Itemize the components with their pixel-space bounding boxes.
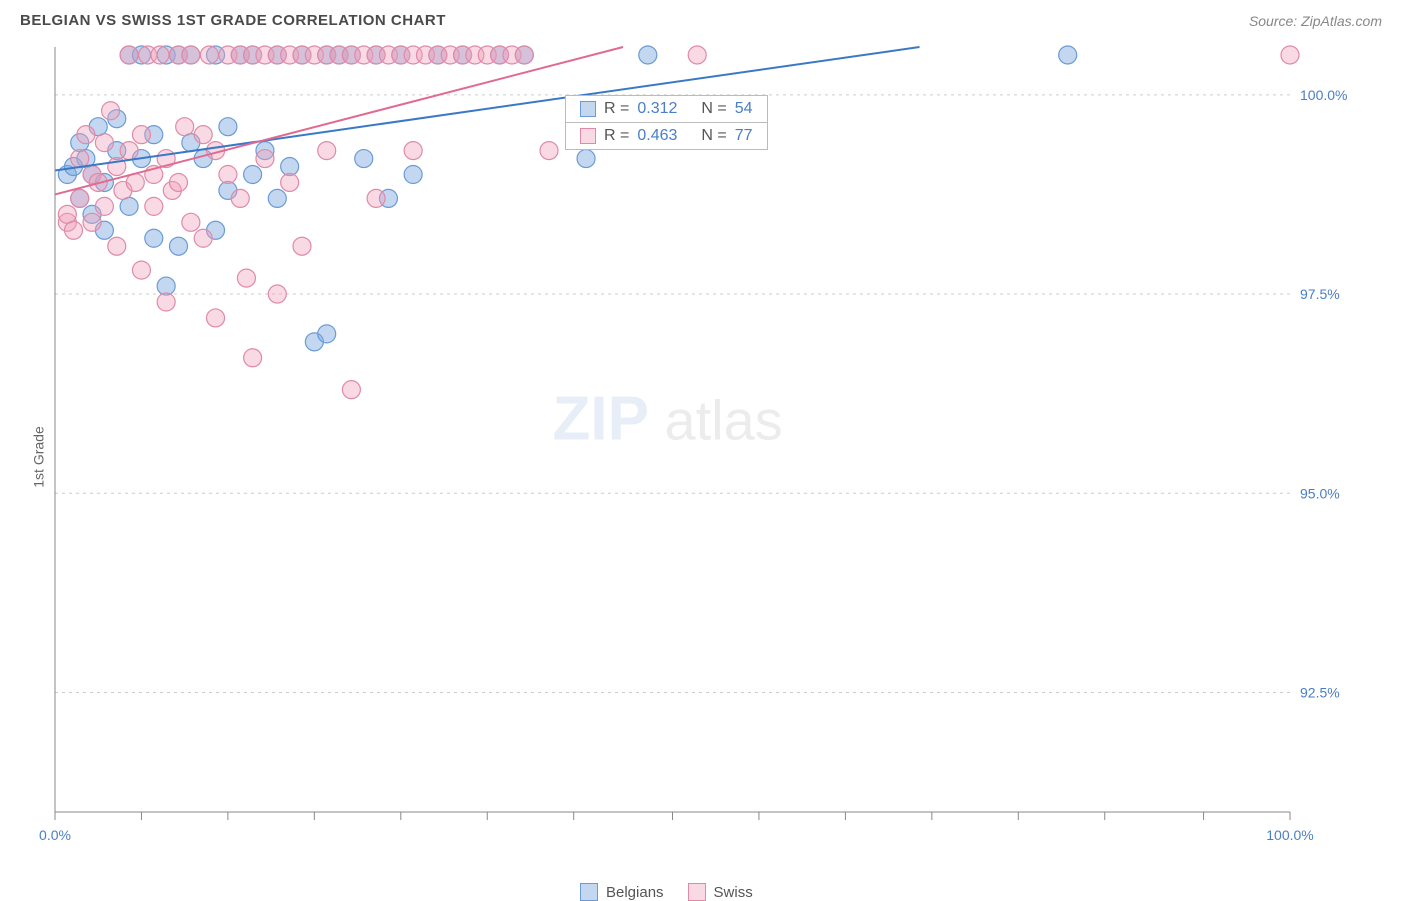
data-point: [176, 118, 194, 136]
data-point: [342, 381, 360, 399]
chart-title: BELGIAN VS SWISS 1ST GRADE CORRELATION C…: [20, 12, 446, 29]
data-point: [281, 173, 299, 191]
svg-text:0.0%: 0.0%: [39, 827, 71, 843]
stats-row: R = 0.463 N = 77: [566, 122, 767, 149]
stat-n-value: 77: [735, 127, 753, 145]
data-point: [65, 221, 83, 239]
series-swatch: [580, 128, 596, 144]
chart-source: Source: ZipAtlas.com: [1249, 13, 1382, 29]
data-point: [244, 166, 262, 184]
data-point: [83, 213, 101, 231]
scatter-chart: 92.5% 95.0% 97.5% 100.0% ZIP atlas 0.0% 100.0%: [0, 37, 1370, 847]
data-point: [207, 309, 225, 327]
svg-text:97.5%: 97.5%: [1300, 286, 1340, 302]
data-point: [540, 142, 558, 160]
data-point: [1281, 46, 1299, 64]
svg-text:95.0%: 95.0%: [1300, 485, 1340, 501]
chart-area: 1st Grade 92.5% 95.0% 97.5% 100.0% ZIP atlas 0…: [0, 37, 1406, 877]
data-point: [145, 229, 163, 247]
data-point: [268, 189, 286, 207]
stat-n-label: N =: [701, 100, 726, 118]
data-point: [120, 142, 138, 160]
data-point: [170, 173, 188, 191]
correlation-stats-box: R = 0.312 N = 54 R = 0.463 N = 77: [565, 95, 768, 150]
stat-r-label: R =: [604, 127, 629, 145]
chart-header: BELGIAN VS SWISS 1ST GRADE CORRELATION C…: [0, 0, 1406, 37]
data-point: [237, 269, 255, 287]
trend-line: [55, 47, 623, 194]
data-point: [404, 142, 422, 160]
stat-r-label: R =: [604, 100, 629, 118]
svg-text:atlas: atlas: [665, 389, 783, 452]
data-point: [132, 126, 150, 144]
data-point: [318, 142, 336, 160]
data-point: [1059, 46, 1077, 64]
data-point: [231, 189, 249, 207]
data-point: [293, 237, 311, 255]
data-point: [281, 158, 299, 176]
legend-label: Swiss: [714, 884, 753, 901]
data-point: [194, 229, 212, 247]
data-point: [577, 150, 595, 168]
data-point: [200, 46, 218, 64]
data-point: [157, 277, 175, 295]
y-axis-label: 1st Grade: [31, 426, 47, 487]
data-point: [219, 166, 237, 184]
svg-text:100.0%: 100.0%: [1300, 87, 1347, 103]
data-point: [157, 293, 175, 311]
data-point: [77, 126, 95, 144]
stat-n-value: 54: [735, 100, 753, 118]
data-point: [71, 189, 89, 207]
data-point: [182, 46, 200, 64]
data-point: [639, 46, 657, 64]
data-point: [58, 205, 76, 223]
data-point: [95, 197, 113, 215]
trend-line: [55, 47, 920, 171]
data-point: [120, 197, 138, 215]
data-point: [194, 126, 212, 144]
data-point: [102, 102, 120, 120]
data-point: [182, 213, 200, 231]
chart-legend: Belgians Swiss: [580, 883, 753, 901]
legend-swatch: [580, 883, 598, 901]
svg-text:100.0%: 100.0%: [1266, 827, 1313, 843]
data-point: [108, 237, 126, 255]
stat-n-label: N =: [701, 127, 726, 145]
legend-swatch: [688, 883, 706, 901]
data-point: [404, 166, 422, 184]
data-point: [367, 189, 385, 207]
svg-text:92.5%: 92.5%: [1300, 684, 1340, 700]
data-point: [688, 46, 706, 64]
legend-label: Belgians: [606, 884, 664, 901]
data-point: [151, 46, 169, 64]
data-point: [71, 150, 89, 168]
data-point: [256, 150, 274, 168]
data-point: [120, 46, 138, 64]
series-swatch: [580, 101, 596, 117]
data-point: [318, 325, 336, 343]
svg-text:ZIP: ZIP: [553, 385, 649, 454]
data-point: [355, 150, 373, 168]
legend-item: Belgians: [580, 883, 664, 901]
data-point: [145, 197, 163, 215]
data-point: [132, 261, 150, 279]
data-point: [219, 118, 237, 136]
stat-r-value: 0.312: [637, 100, 677, 118]
data-point: [515, 46, 533, 64]
data-point: [95, 134, 113, 152]
data-point: [268, 285, 286, 303]
stat-r-value: 0.463: [637, 127, 677, 145]
data-point: [244, 349, 262, 367]
data-point: [170, 237, 188, 255]
stats-row: R = 0.312 N = 54: [566, 96, 767, 122]
legend-item: Swiss: [688, 883, 753, 901]
